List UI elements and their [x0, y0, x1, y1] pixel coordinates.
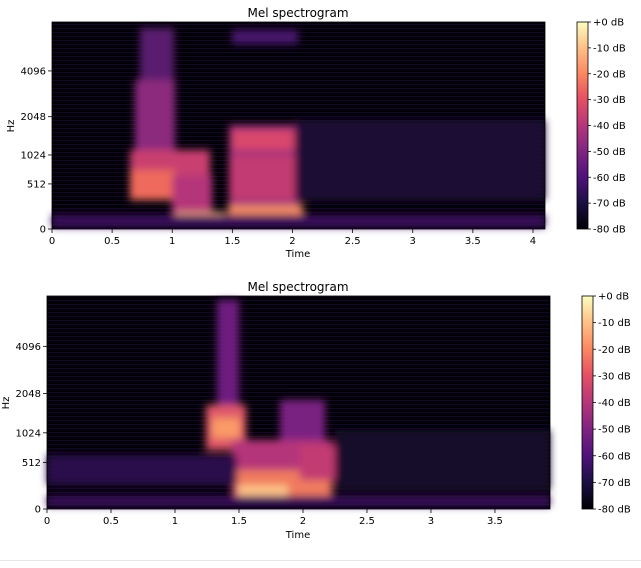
- y-tick-label: 512: [27, 179, 46, 190]
- colorbar-tick-label: -30 dB: [598, 371, 631, 382]
- energy-region: [52, 215, 545, 227]
- x-tick-label: 2: [289, 236, 295, 247]
- colorbar-tick-label: +0 dB: [593, 18, 624, 29]
- colorbar-tick-label: -10 dB: [593, 43, 626, 54]
- energy-blobs: [52, 28, 545, 227]
- x-tick-label: 2.5: [345, 236, 361, 247]
- colorbar-tick-label: -40 dB: [593, 121, 626, 132]
- colorbar-tick-label: -70 dB: [598, 478, 631, 489]
- x-axis-ticks: 0 0.5 1 1.5 2 2.5 3 3.5: [44, 509, 503, 527]
- energy-region: [232, 130, 294, 150]
- chart-title: Mel spectrogram: [247, 6, 348, 20]
- colorbar-gradient: [576, 21, 589, 230]
- x-tick-label: 2.5: [359, 516, 375, 527]
- x-tick-label: 0.5: [104, 236, 120, 247]
- plot-frame: [51, 21, 546, 230]
- y-tick-label: 0: [35, 505, 41, 516]
- x-tick-label: 3: [428, 516, 434, 527]
- y-axis-ticks: 0 512 1024 2048 4096: [16, 342, 47, 516]
- energy-blobs: [47, 300, 550, 506]
- colorbar-tick-label: +0 dB: [598, 292, 629, 303]
- plot-area: [51, 21, 546, 230]
- x-tick-label: 2: [300, 516, 306, 527]
- energy-region: [232, 30, 298, 44]
- colorbar-tick-label: -70 dB: [593, 199, 626, 210]
- energy-region: [212, 418, 240, 438]
- energy-region: [335, 430, 550, 490]
- energy-region: [130, 170, 175, 200]
- x-tick-label: 3.5: [487, 516, 503, 527]
- colorbar-tick-label: -80 dB: [593, 225, 626, 236]
- y-tick-label: 0: [40, 225, 46, 236]
- x-tick-label: 0: [44, 516, 50, 527]
- x-axis-label: Time: [285, 249, 310, 260]
- plot-area: [46, 295, 551, 510]
- colorbar-tick-label: -20 dB: [598, 345, 631, 356]
- colorbar-tick-label: -10 dB: [598, 318, 631, 329]
- colorbar-ticks: +0 dB -10 dB -20 dB -30 dB -40 dB -50 dB -60 d…: [593, 292, 631, 516]
- x-axis-label: Time: [285, 530, 310, 541]
- x-axis-ticks: 0 0.5 1 1.5 2 2.5 3 3.5 4: [49, 229, 536, 247]
- energy-region: [280, 400, 325, 440]
- x-tick-label: 1.5: [231, 516, 247, 527]
- y-tick-label: 512: [22, 458, 41, 469]
- x-tick-label: 1: [169, 236, 175, 247]
- cell-divider: [0, 560, 641, 561]
- colorbar-tick-label: -50 dB: [598, 425, 631, 436]
- energy-region: [230, 155, 300, 200]
- colorbar-ticks: +0 dB -10 dB -20 dB -30 dB -40 dB -50 dB -60 d…: [588, 18, 626, 236]
- energy-region: [217, 300, 239, 420]
- plot-frame: [46, 295, 551, 510]
- colorbar-tick-label: -80 dB: [598, 505, 631, 516]
- spectrogram-panel-1: Mel spectrogram: [6, 6, 626, 260]
- y-tick-label: 2048: [16, 389, 41, 400]
- y-tick-label: 2048: [21, 112, 46, 123]
- x-tick-label: 4: [530, 236, 536, 247]
- colorbar: +0 dB -10 dB -20 dB -30 dB -40 dB -50 dB -60 d…: [581, 292, 631, 516]
- x-tick-label: 0: [49, 236, 55, 247]
- y-tick-label: 1024: [21, 150, 46, 161]
- colorbar-gradient: [581, 295, 594, 510]
- colorbar-tick-label: -40 dB: [598, 398, 631, 409]
- x-tick-label: 3: [410, 236, 416, 247]
- y-tick-label: 1024: [16, 428, 41, 439]
- x-tick-label: 3.5: [465, 236, 481, 247]
- colorbar-tick-label: -50 dB: [593, 147, 626, 158]
- colorbar-tick-label: -60 dB: [593, 173, 626, 184]
- energy-region: [300, 445, 335, 480]
- energy-region: [47, 496, 550, 506]
- x-tick-label: 0.5: [103, 516, 119, 527]
- y-axis-label: Hz: [6, 120, 17, 133]
- colorbar-tick-label: -20 dB: [593, 69, 626, 80]
- colorbar: +0 dB -10 dB -20 dB -30 dB -40 dB -50 dB -60 d…: [576, 18, 626, 236]
- chart-title: Mel spectrogram: [247, 280, 348, 294]
- y-tick-label: 4096: [21, 66, 46, 77]
- energy-region: [295, 120, 545, 200]
- colorbar-tick-label: -30 dB: [593, 95, 626, 106]
- colorbar-tick-label: -60 dB: [598, 451, 631, 462]
- y-axis-ticks: 0 512 1024 2048 4096: [21, 66, 52, 236]
- y-tick-label: 4096: [16, 342, 41, 353]
- y-axis-label: Hz: [1, 397, 12, 410]
- x-tick-label: 1: [172, 516, 178, 527]
- spectrogram-panel-2: Mel spectrogram Hz 0 512 1024 2048 4096 0 0.5…: [1, 280, 631, 541]
- energy-region: [47, 455, 237, 485]
- x-tick-label: 1.5: [224, 236, 240, 247]
